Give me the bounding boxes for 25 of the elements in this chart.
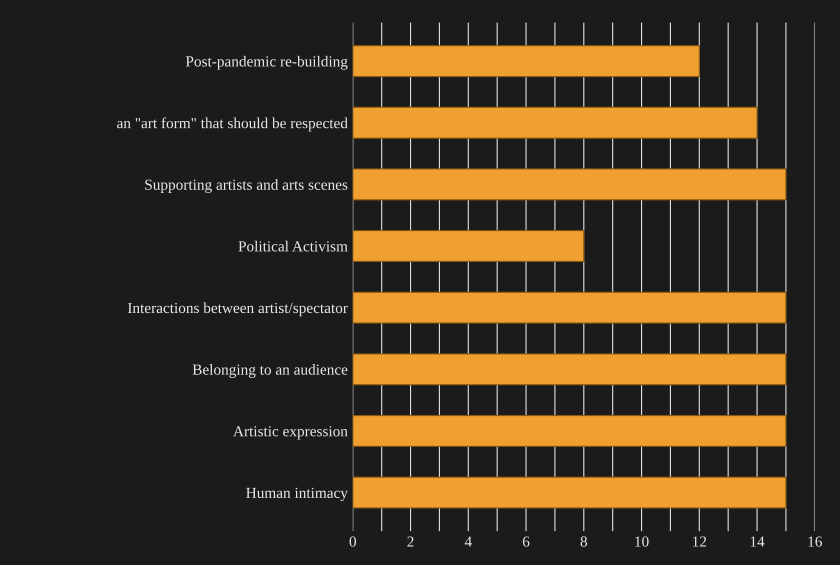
- bar: [352, 292, 786, 324]
- y-tick-label: an "art form" that should be respected: [117, 117, 348, 132]
- bar: [352, 353, 786, 386]
- y-tick-label: Interactions between artist/spectator: [128, 302, 348, 316]
- x-tick-label: 10: [635, 536, 649, 547]
- bar: [352, 106, 758, 139]
- y-tick-label: Supporting artists and arts scenes: [145, 179, 348, 193]
- x-tick-label: 2: [407, 536, 414, 547]
- x-tick-label: 16: [808, 536, 822, 547]
- y-tick-label: Human intimacy: [246, 488, 348, 502]
- x-tick-label: 4: [464, 536, 472, 547]
- x-tick-label: 8: [580, 536, 588, 547]
- bar: [352, 414, 786, 447]
- y-tick-label: Artistic expression: [233, 426, 348, 440]
- y-tick-label: Post-pandemic re-building: [186, 56, 348, 70]
- x-tick-label: 14: [750, 536, 764, 547]
- bar: [352, 230, 584, 262]
- bar: [352, 168, 786, 200]
- bar: [352, 45, 700, 78]
- y-tick-label: Belonging to an audience: [192, 364, 348, 378]
- x-tick-label: 6: [522, 536, 530, 547]
- x-tick-label: 12: [693, 536, 706, 547]
- y-tick-label: Political Activism: [238, 240, 348, 252]
- bar: [352, 476, 786, 509]
- x-tick-label: 0: [350, 536, 356, 547]
